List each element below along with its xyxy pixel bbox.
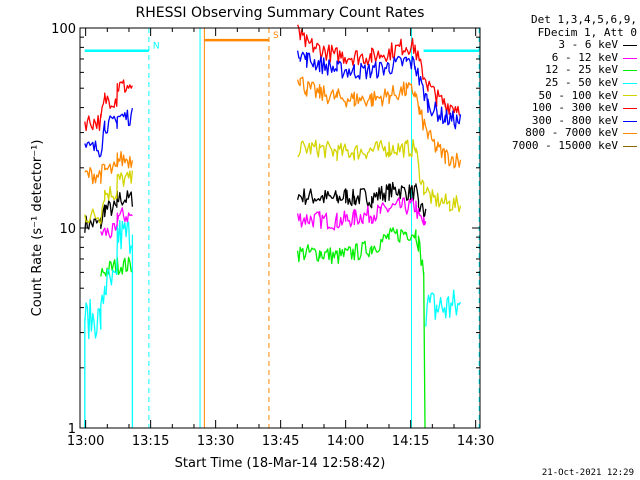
series-line xyxy=(296,50,462,130)
series-line xyxy=(84,107,134,158)
x-tick-label: 14:15 xyxy=(392,434,429,449)
series-line xyxy=(296,24,462,117)
flag-label: N xyxy=(153,42,160,52)
legend-label: 6 - 12 keV xyxy=(551,50,618,64)
legend-header-line: Det 1,3,4,5,6,9, xyxy=(531,13,637,26)
legend-entry: 100 - 300 keV xyxy=(483,102,637,115)
legend-label: 12 - 25 keV xyxy=(545,63,618,77)
series-line xyxy=(296,76,462,169)
legend-swatch xyxy=(623,107,637,109)
legend-entry: 12 - 25 keV xyxy=(483,64,637,77)
legend-entry: 800 - 7000 keV xyxy=(483,127,637,140)
legend-entry: 50 - 100 keV xyxy=(483,88,637,103)
series-line xyxy=(297,139,462,213)
legend-entry: 25 - 50 keV xyxy=(483,75,637,90)
plot-frame xyxy=(79,27,481,429)
legend-swatch xyxy=(623,133,637,135)
legend: Det 1,3,4,5,6,9, FDecim 1, Att 0 3 - 6 k… xyxy=(483,13,637,153)
legend-label: 7000 - 15000 keV xyxy=(512,138,618,152)
legend-swatch xyxy=(623,44,637,46)
chart-title: RHESSI Observing Summary Count Rates xyxy=(136,5,425,21)
legend-entry: 3 - 6 keV xyxy=(483,39,637,52)
series-line xyxy=(425,289,462,327)
legend-entry: 7000 - 15000 keV xyxy=(483,138,637,153)
legend-swatch xyxy=(623,57,637,59)
x-tick-label: 13:30 xyxy=(197,434,234,449)
legend-label: 800 - 7000 keV xyxy=(525,126,618,140)
legend-entry: 300 - 800 keV xyxy=(483,113,637,128)
legend-entries: 3 - 6 keV 6 - 12 keV 12 - 25 keV 25 - 50 ke… xyxy=(483,39,637,152)
y-tick-label: 10 xyxy=(59,222,76,237)
y-tick-label: 1 xyxy=(68,422,76,437)
series-line xyxy=(84,220,134,428)
legend-entry: 6 - 12 keV xyxy=(483,50,637,65)
legend-swatch xyxy=(623,120,637,122)
data-layer: NS xyxy=(84,24,480,429)
x-tick-label: 13:00 xyxy=(67,434,104,449)
legend-label: 100 - 300 keV xyxy=(531,101,618,115)
x-tick-label: 13:45 xyxy=(262,434,299,449)
generation-date: 21-Oct-2021 12:29 xyxy=(541,468,634,478)
x-tick-label: 14:30 xyxy=(457,434,494,449)
axes: 13:00 13:15 13:30 13:45 14:00 14:15 14:30 1 10 10… xyxy=(51,22,494,449)
legend-swatch xyxy=(623,145,637,147)
x-axis-title: Start Time (18-Mar-14 12:58:42) xyxy=(175,456,386,471)
series-line xyxy=(296,227,426,429)
flag-label: S xyxy=(273,31,279,41)
legend-header-line: FDecim 1, Att 0 xyxy=(537,25,637,39)
legend-swatch xyxy=(623,95,637,97)
legend-label: 25 - 50 keV xyxy=(545,75,618,89)
legend-swatch xyxy=(623,82,637,84)
legend-swatch xyxy=(623,70,637,72)
series-line xyxy=(84,170,134,225)
series-line xyxy=(84,150,134,185)
y-tick-label: 100 xyxy=(51,22,76,37)
series-line xyxy=(296,181,427,218)
legend-label: 300 - 800 keV xyxy=(531,113,618,127)
series-line xyxy=(84,190,134,233)
y-axis-title: Count Rate (s⁻¹ detector⁻¹) xyxy=(30,140,45,317)
x-tick-label: 14:00 xyxy=(327,434,364,449)
series-line xyxy=(84,79,133,132)
legend-label: 3 - 6 keV xyxy=(558,38,618,52)
legend-label: 50 - 100 keV xyxy=(538,88,618,102)
x-tick-label: 13:15 xyxy=(132,434,169,449)
series-line xyxy=(296,197,427,231)
